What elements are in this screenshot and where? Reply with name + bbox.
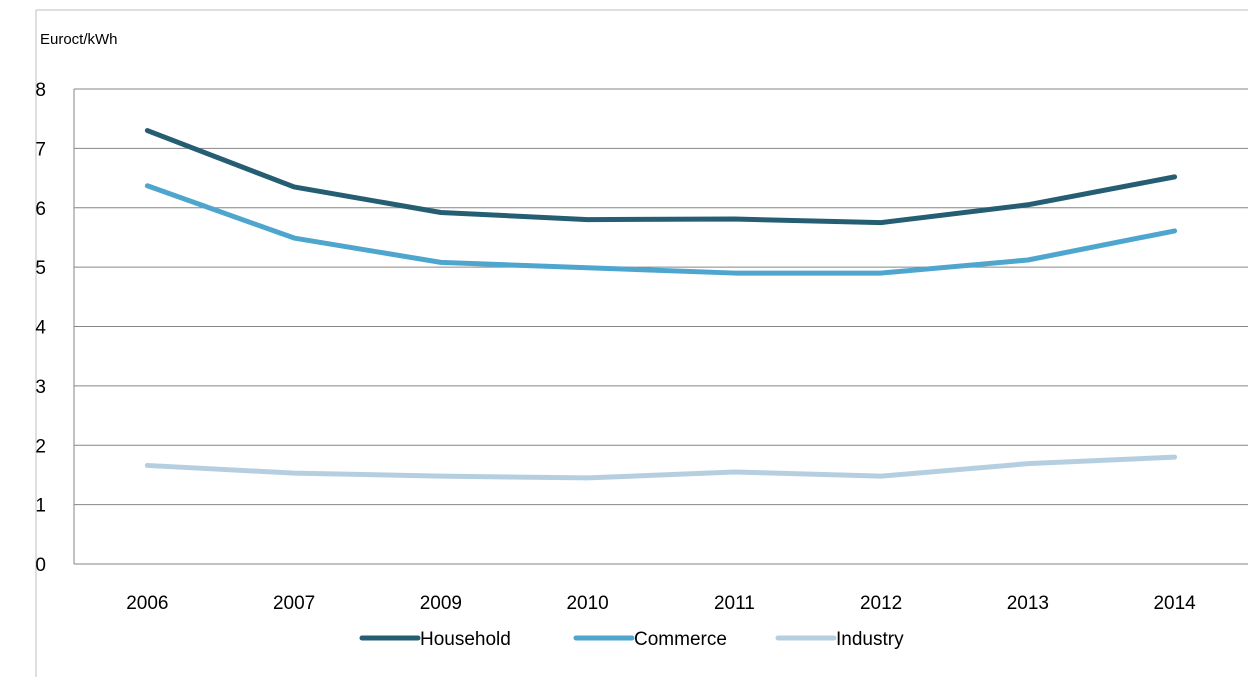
y-tick-label: 5 bbox=[35, 258, 46, 279]
series-line-household bbox=[144, 128, 1178, 226]
x-tick-label: 2007 bbox=[273, 593, 315, 614]
legend-label-household: Household bbox=[420, 629, 511, 650]
y-tick-label: 2 bbox=[35, 436, 46, 457]
y-tick-label: 4 bbox=[35, 318, 46, 339]
x-tick-label: 2012 bbox=[860, 593, 902, 614]
y-tick-label: 8 bbox=[35, 80, 46, 101]
legend: Household Commerce Industry bbox=[359, 629, 904, 650]
x-tick-labels: 2006 2007 2009 2010 2011 2012 2013 2014 bbox=[126, 593, 1196, 614]
x-tick-label: 2010 bbox=[566, 593, 608, 614]
x-tick-label: 2013 bbox=[1007, 593, 1049, 614]
gridlines bbox=[73, 88, 1248, 565]
series-lines bbox=[144, 128, 1178, 481]
x-tick-label: 2009 bbox=[420, 593, 462, 614]
legend-label-industry: Industry bbox=[836, 629, 904, 650]
y-tick-labels: 0 1 2 3 4 5 6 7 8 bbox=[35, 80, 46, 576]
y-tick-label: 3 bbox=[35, 377, 46, 398]
y-tick-label: 7 bbox=[35, 139, 46, 160]
y-axis-label: Euroct/kWh bbox=[40, 31, 118, 48]
x-tick-label: 2006 bbox=[126, 593, 168, 614]
x-tick-label: 2011 bbox=[714, 593, 755, 614]
y-tick-label: 6 bbox=[35, 199, 46, 220]
y-tick-label: 0 bbox=[35, 555, 46, 576]
legend-label-commerce: Commerce bbox=[634, 629, 727, 650]
series-line-industry bbox=[144, 454, 1178, 481]
series-line-commerce bbox=[144, 183, 1178, 276]
x-tick-label: 2014 bbox=[1153, 593, 1196, 614]
y-tick-label: 1 bbox=[35, 496, 46, 517]
